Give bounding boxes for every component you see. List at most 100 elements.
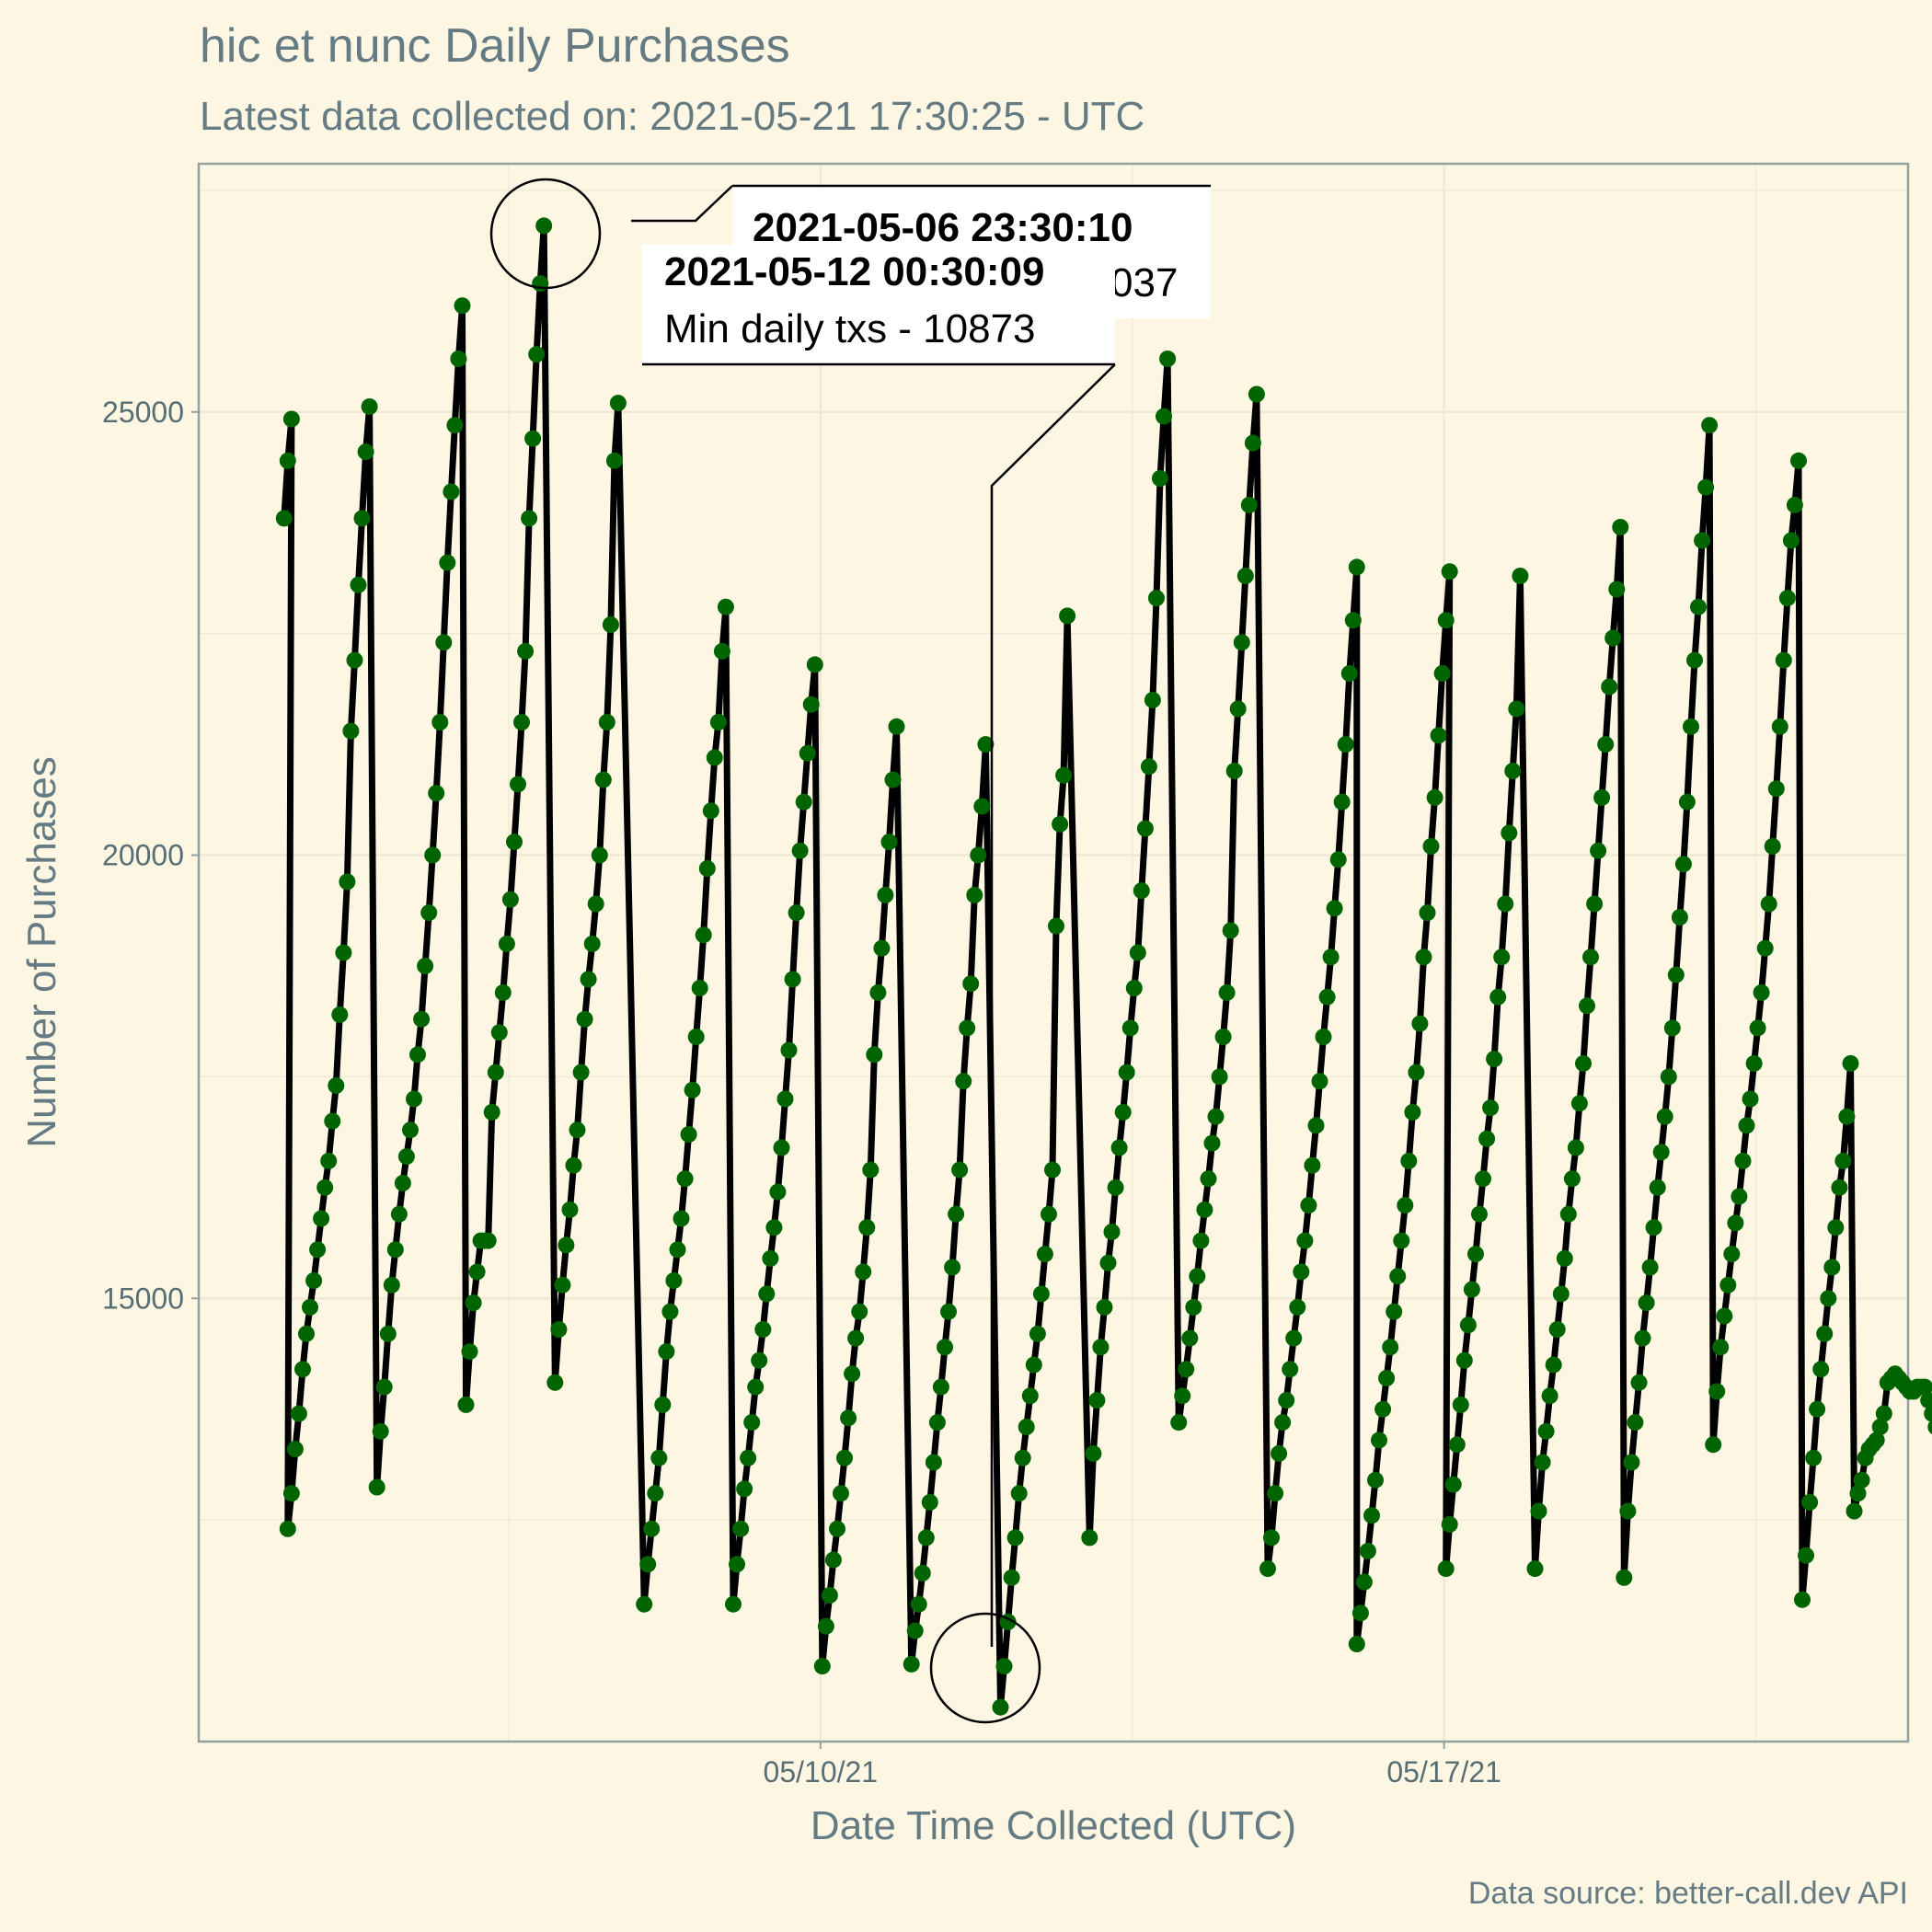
y-axis-title: Number of Purchases (19, 756, 64, 1148)
data-point (1871, 1419, 1889, 1435)
data-point (1459, 1317, 1477, 1334)
data-point (1107, 1179, 1124, 1196)
data-point (698, 860, 716, 877)
data-point (1326, 900, 1343, 917)
data-point (821, 1587, 838, 1604)
data-point (1823, 1259, 1841, 1276)
data-point (1006, 1529, 1024, 1547)
data-point (1032, 1285, 1050, 1303)
data-point (328, 1077, 345, 1094)
data-point (1842, 1054, 1859, 1072)
data-point (350, 576, 367, 593)
data-point (1092, 1339, 1110, 1356)
data-point (1129, 944, 1146, 961)
data-point (1367, 1471, 1384, 1489)
data-point (1036, 1246, 1053, 1263)
data-point (762, 1249, 779, 1267)
data-point (977, 736, 995, 753)
data-point (1152, 470, 1168, 487)
data-point (1712, 1339, 1730, 1356)
data-point (524, 430, 542, 447)
data-point (1099, 1254, 1117, 1271)
data-point (394, 1175, 411, 1191)
data-point (1240, 496, 1258, 513)
data-point (951, 1161, 969, 1179)
data-point (1630, 1374, 1648, 1391)
data-point (594, 771, 612, 788)
data-point (765, 1219, 783, 1236)
data-point (1497, 895, 1514, 913)
data-point (1541, 1387, 1558, 1405)
data-point (795, 793, 812, 811)
data-point (1660, 1068, 1677, 1086)
data-point (836, 1449, 853, 1466)
data-point (1236, 568, 1254, 584)
data-point (669, 1241, 686, 1259)
data-point (1274, 1414, 1292, 1432)
data-point (799, 744, 816, 762)
data-point (605, 452, 623, 469)
data-point (1222, 922, 1239, 939)
min-highlight-circle (929, 1612, 1041, 1724)
data-point (840, 1409, 857, 1427)
data-point (1248, 385, 1265, 403)
data-point (1018, 1419, 1035, 1435)
data-point (1318, 988, 1336, 1006)
data-point (1482, 1099, 1500, 1117)
data-point (1526, 1560, 1544, 1578)
data-point (747, 1378, 765, 1396)
data-point (1590, 842, 1607, 859)
data-point (1753, 983, 1770, 1001)
data-point (1575, 1054, 1592, 1072)
data-point (1593, 788, 1611, 806)
data-point (435, 634, 453, 651)
data-point (397, 1148, 415, 1166)
max-label-value: 037 (1110, 260, 1178, 305)
data-point (1285, 1329, 1303, 1347)
data-point (494, 983, 512, 1001)
plot-border (197, 162, 1910, 1743)
data-point (353, 510, 371, 527)
data-point (903, 1655, 920, 1673)
data-point (636, 1595, 653, 1613)
data-point (847, 1329, 865, 1347)
data-point (286, 1441, 304, 1458)
data-point (302, 1298, 318, 1316)
min-leader-line (990, 363, 1116, 1647)
data-point (1809, 1400, 1826, 1418)
data-point (858, 1219, 876, 1236)
data-point (928, 1414, 946, 1432)
data-point (684, 1081, 701, 1098)
data-point (1508, 700, 1525, 718)
data-point (650, 1449, 668, 1466)
data-point (465, 1294, 482, 1312)
data-point (740, 1449, 757, 1466)
data-point (1192, 1232, 1210, 1249)
data-point (313, 1210, 330, 1227)
data-point (1315, 1029, 1332, 1045)
data-point (676, 1170, 694, 1188)
data-point (1775, 651, 1792, 669)
data-point (498, 935, 515, 952)
data-point (962, 975, 980, 993)
data-point (1211, 1068, 1228, 1086)
data-point (1663, 1019, 1681, 1037)
x-axis-title: Date Time Collected (UTC) (811, 1803, 1296, 1848)
data-point (788, 904, 805, 922)
max-leader-line (631, 185, 733, 223)
data-point (1263, 1529, 1280, 1547)
data-point (1627, 1414, 1644, 1432)
data-point (528, 346, 546, 363)
data-point (461, 1343, 478, 1361)
data-point (1404, 1103, 1421, 1121)
data-point (1374, 1400, 1392, 1418)
data-point (375, 1378, 393, 1396)
data-point (925, 1454, 942, 1471)
data-point (1311, 1073, 1328, 1090)
data-point (1437, 1560, 1455, 1578)
data-point (1189, 1268, 1206, 1285)
data-point (402, 1121, 419, 1139)
data-point (1764, 837, 1781, 855)
data-point (1430, 727, 1447, 744)
